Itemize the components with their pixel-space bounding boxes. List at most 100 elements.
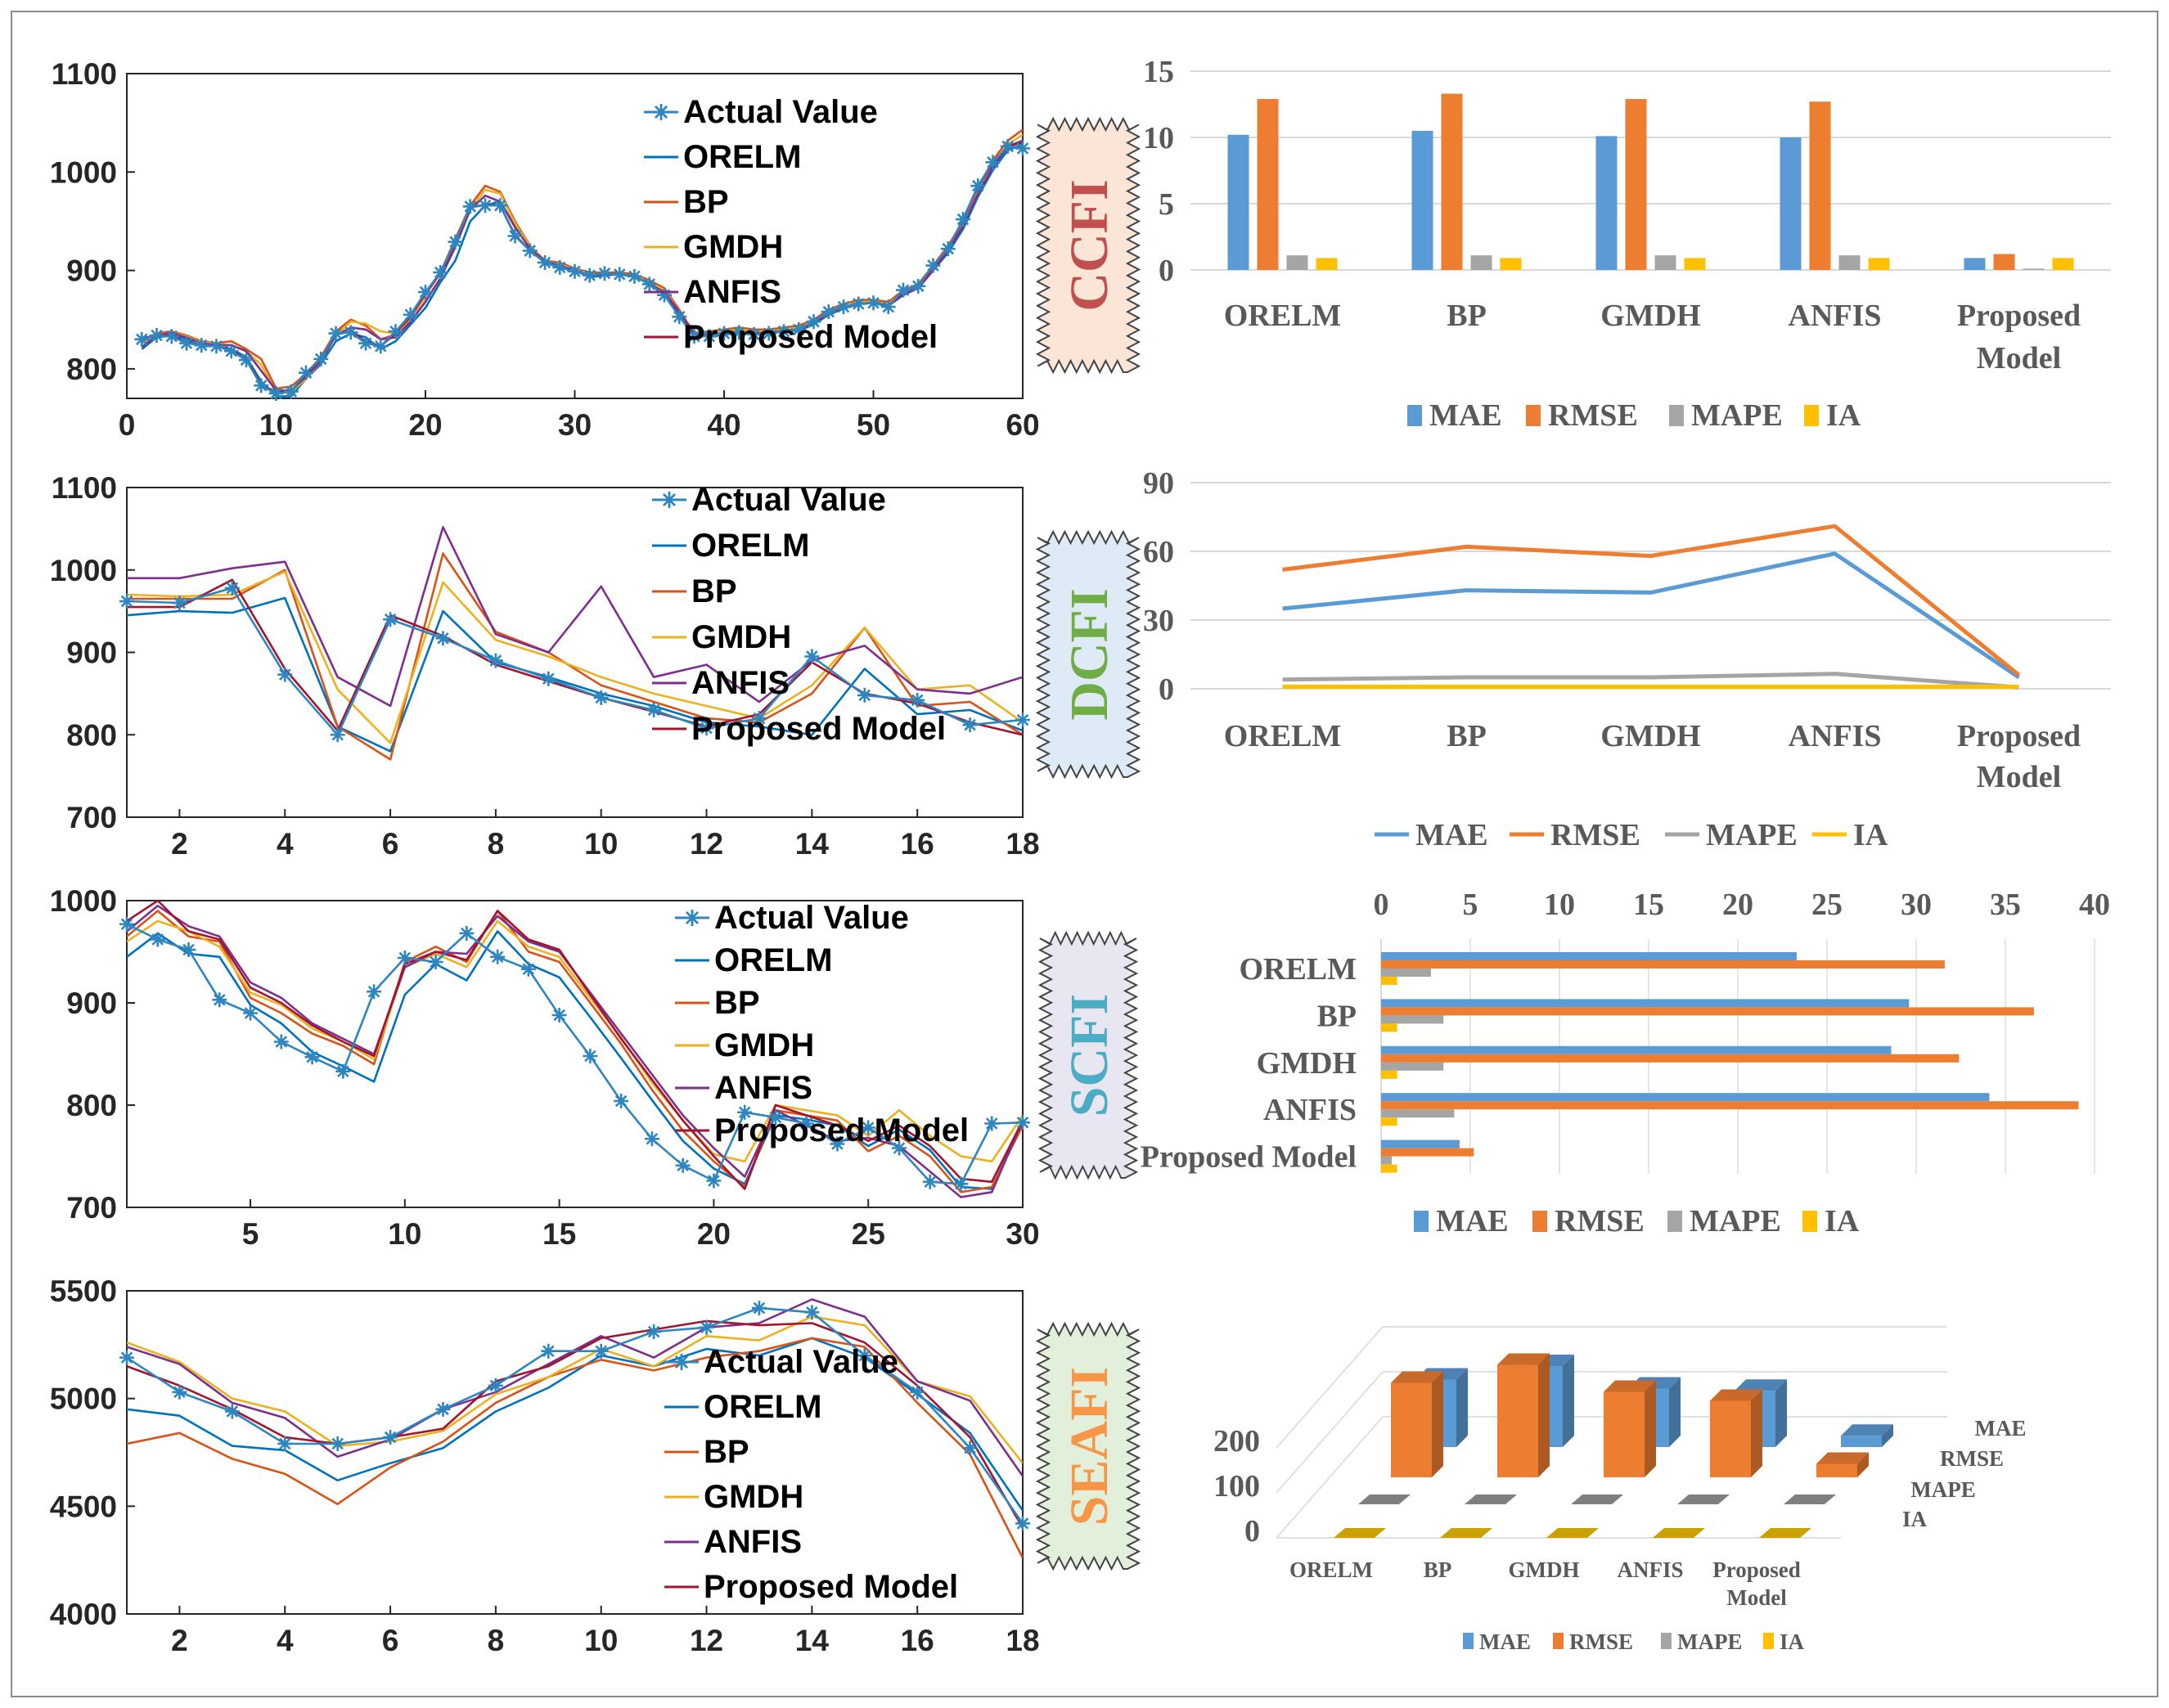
y-tick-label: 0 [1244,1514,1260,1548]
metric-line-mape [1282,672,2019,690]
y-tick-label: 100 [1213,1469,1260,1503]
box-bar-mae [1841,1424,1893,1447]
series-line-anfis [127,526,1023,708]
legend-label-actual-value: Actual Value [704,1344,898,1380]
box-top [1841,1424,1893,1436]
category-label: ANFIS [1617,1557,1683,1582]
legend-label-orelm: ORELM [714,942,832,978]
metric-line-rmse [1282,524,2021,677]
box-side [1775,1379,1787,1447]
y-tick-label: 1100 [52,57,117,91]
x-tick-label: 16 [901,827,934,861]
legend-label-gmdh: GMDH [683,229,783,265]
grid-depth-line [1276,1416,1384,1539]
legend-label-ia: IA [1825,1204,1860,1238]
plot-area [126,900,1024,1208]
legend-label-anfis: ANFIS [714,1070,812,1106]
x-tick-label: 4 [277,827,294,861]
box-side [1432,1371,1443,1477]
category-label: Model [1726,1585,1787,1610]
legend-label-mae: MAE [1429,398,1502,433]
bar-mape [1838,255,1861,270]
legend-label-bp: BP [683,184,729,220]
hbar-mape [1381,1015,1444,1024]
actual-value-marker [433,265,448,281]
badge-scfi: SCFI [1037,930,1139,1180]
box-side [1751,1389,1762,1477]
actual-value-marker [119,916,134,932]
actual-value-marker [488,1378,503,1393]
badge-shape [1035,1321,1141,1571]
legend-label-actual-value: Actual Value [691,482,886,518]
series-line-orelm [127,930,1023,1190]
series-line-orelm [127,596,1023,753]
hbar-ia [1381,1117,1397,1126]
bar-ia [1684,258,1706,270]
actual-value-marker [910,692,925,708]
y-tick-label: 700 [66,801,117,834]
x-tick-label: 40 [707,408,740,442]
actual-value-marker [644,1131,659,1147]
actual-value-marker [940,241,956,257]
legend-label-gmdh: GMDH [691,619,791,655]
depth-label-mape: MAPE [1910,1477,1975,1502]
actual-value-marker [1015,141,1030,156]
x-tick-label: 0 [119,408,136,442]
legend-marker [673,1354,690,1370]
actual-value-marker [657,287,672,303]
badge-shape [1035,529,1141,780]
box-front [1497,1364,1538,1477]
actual-value-marker [150,932,165,947]
actual-value-marker [313,351,329,366]
y-tick-label: 1000 [50,155,117,189]
bar-mape [1470,255,1492,270]
legend-label-ia: IA [1826,398,1861,433]
actual-value-marker [172,596,187,611]
depth-label-mae: MAE [1975,1416,2027,1441]
actual-value-marker [593,1343,609,1359]
box-front [1391,1382,1432,1477]
actual-value-marker [731,325,747,340]
category-label: ORELM [1224,299,1342,333]
flat-bar-ia [1440,1528,1492,1538]
legend-swatch-ia [1802,1211,1817,1232]
flat-bar-ia [1334,1528,1386,1538]
hbar-mae [1381,1093,1990,1102]
actual-value-marker [699,721,714,736]
legend-swatch-rmse [1526,405,1541,426]
box-side [1882,1424,1893,1447]
legend-marker [684,910,700,926]
plot-area [126,487,1024,818]
bar-mae [1227,134,1249,270]
y-tick-label: 5500 [50,1274,117,1308]
actual-value-marker [791,321,807,337]
series-line-gmdh [127,1315,1023,1464]
x-tick-label: 10 [388,1217,421,1251]
box-front [1841,1436,1882,1447]
legend-label-proposed-model: Proposed Model [683,319,938,355]
actual-value-marker [209,339,224,354]
actual-value-marker [478,198,493,214]
bar-mape [1654,255,1676,270]
bar-rmse [1257,99,1279,271]
badge-label: DCFI [1060,588,1119,720]
actual-value-marker [830,1136,845,1152]
x-tick-label: 10 [1544,888,1575,922]
x-tick-label: 10 [259,408,293,442]
legend-label-ia: IA [1780,1629,1805,1654]
legend-label-mape: MAPE [1690,1204,1781,1238]
legend-swatch-mae [1463,1633,1474,1649]
actual-value-marker [866,295,881,311]
x-tick-label: 8 [488,1624,505,1657]
legend-swatch-mae [1414,1211,1429,1232]
dcfi-line-chart: 700 800 900 1000 1100 2 4 6 8 10 12 14 16 18 Actual Va… [50,471,1040,861]
actual-value-marker [448,234,463,249]
y-tick-label: 60 [1143,535,1174,569]
actual-value-marker [541,1343,556,1359]
actual-value-marker [583,1049,598,1063]
x-tick-label: 6 [382,1624,399,1657]
bar-ia [1500,258,1522,270]
hbar-mape [1381,969,1432,977]
hbar-rmse [1381,1101,2079,1110]
